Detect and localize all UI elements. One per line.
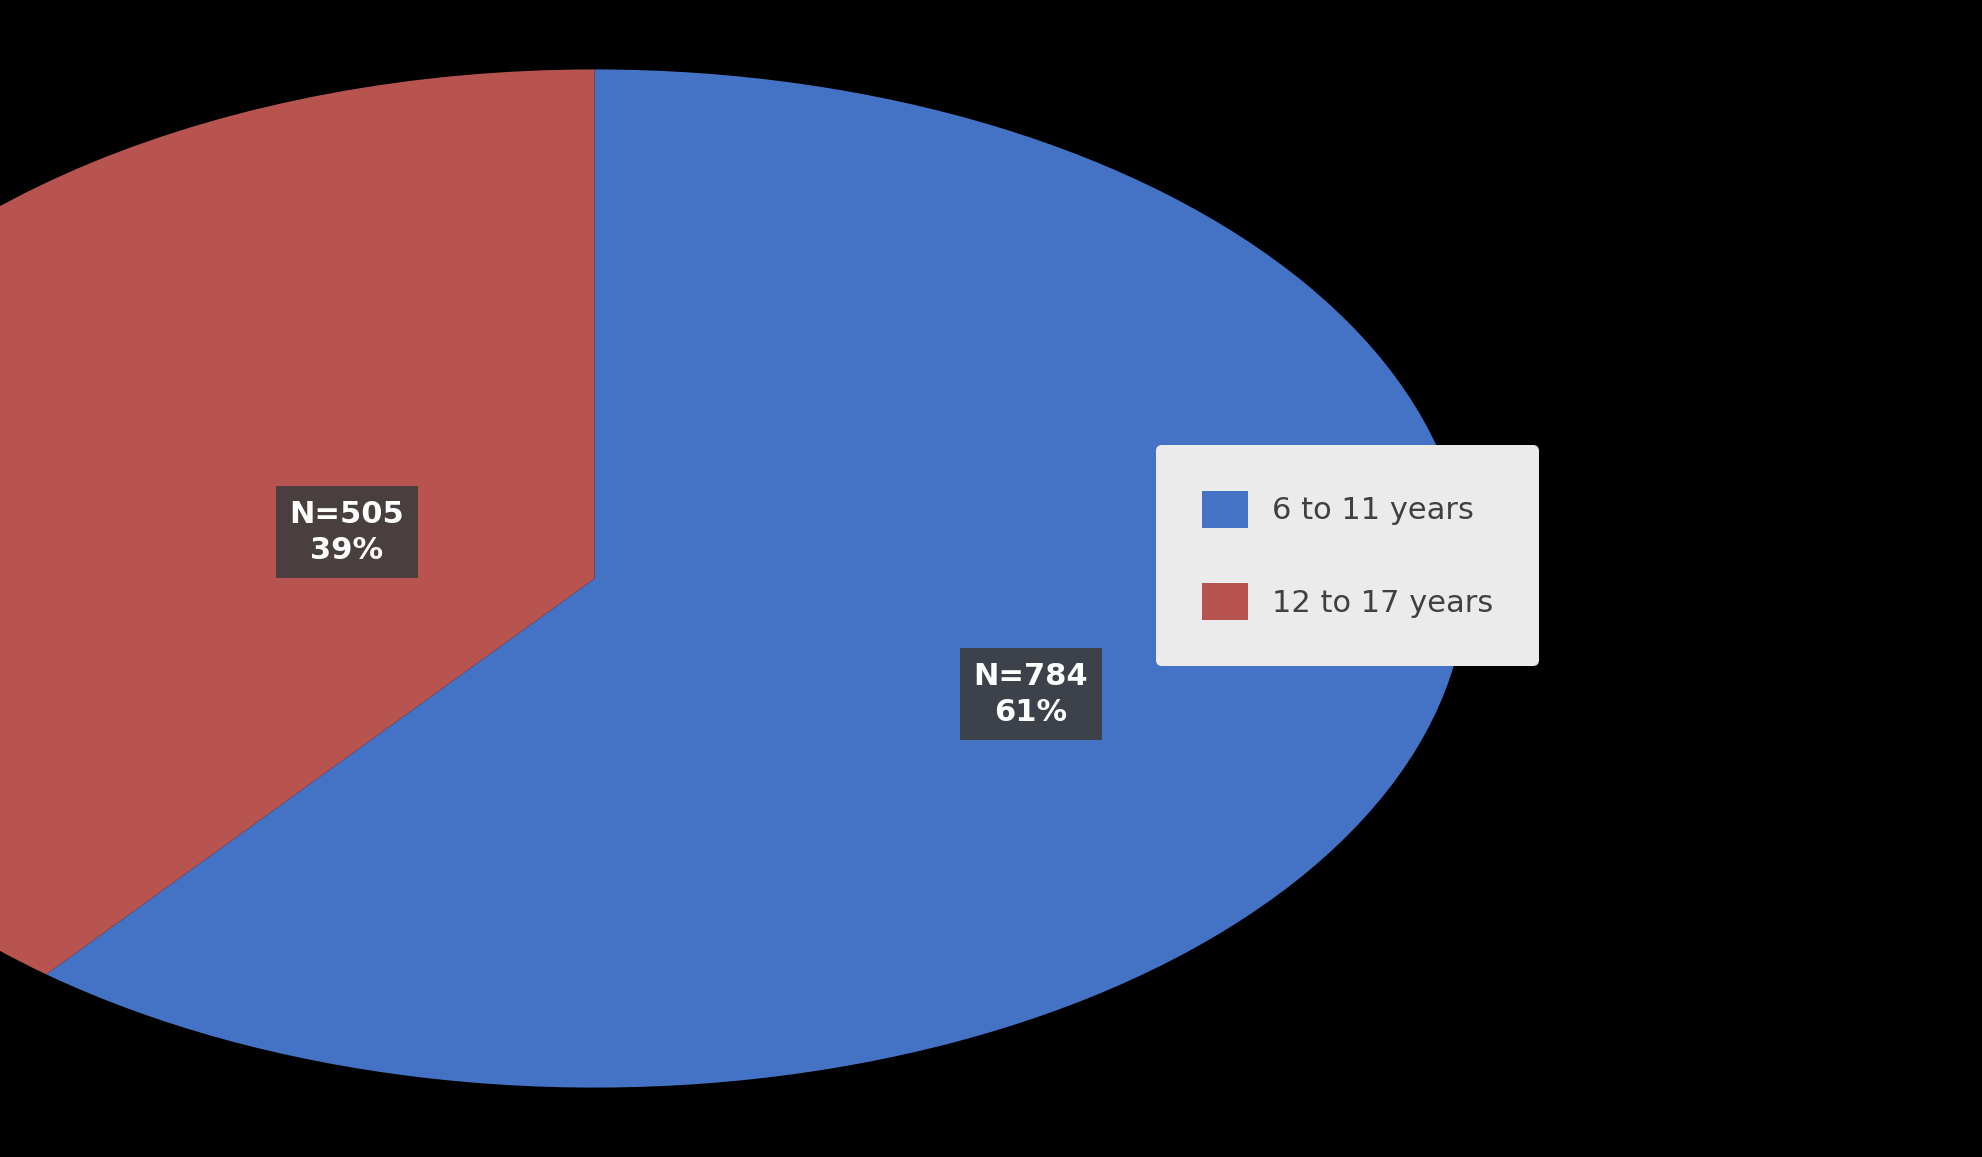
Wedge shape xyxy=(46,69,1467,1088)
Legend: 6 to 11 years, 12 to 17 years: 6 to 11 years, 12 to 17 years xyxy=(1156,444,1540,666)
Text: N=505
39%: N=505 39% xyxy=(289,500,404,565)
Wedge shape xyxy=(0,69,595,974)
Text: N=784
61%: N=784 61% xyxy=(973,662,1088,727)
